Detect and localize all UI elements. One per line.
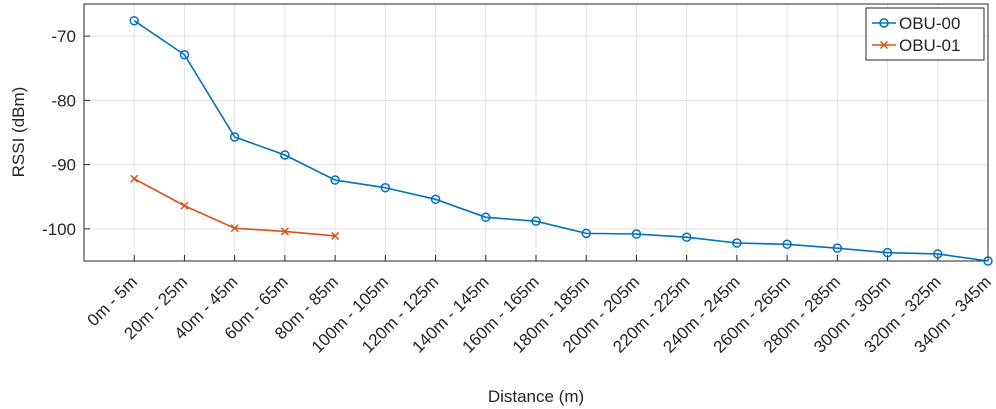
marker: [280, 150, 290, 160]
marker: [380, 183, 391, 193]
marker: [879, 18, 889, 28]
marker: [180, 201, 189, 210]
plot-frame: [83, 3, 989, 262]
marker: [430, 194, 441, 205]
marker: [933, 249, 943, 259]
y-tick-label: -80: [51, 91, 76, 110]
marker: [179, 50, 190, 60]
marker: [983, 256, 993, 266]
marker: [330, 175, 340, 185]
marker: [130, 174, 139, 183]
marker: [230, 224, 239, 233]
marker: [129, 15, 139, 26]
legend-label: OBU-00: [899, 14, 960, 33]
marker: [879, 40, 889, 50]
y-tick-label: -90: [51, 156, 76, 175]
y-tick-label: -70: [51, 27, 76, 46]
marker: [732, 238, 742, 248]
y-tick-label: -100: [42, 220, 76, 239]
legend-box: [865, 7, 985, 61]
marker: [280, 227, 289, 236]
x-axis-label: Distance (m): [488, 387, 584, 406]
marker: [631, 229, 642, 239]
marker: [782, 239, 792, 250]
marker: [331, 231, 340, 240]
marker: [531, 216, 541, 226]
legend-label: OBU-01: [899, 36, 960, 55]
marker: [581, 228, 591, 239]
marker: [481, 212, 491, 223]
marker: [882, 247, 893, 258]
marker: [229, 132, 240, 142]
marker: [681, 232, 692, 242]
y-axis-label: RSSI (dBm): [9, 87, 28, 178]
marker: [832, 243, 843, 253]
series-line: [133, 20, 989, 262]
